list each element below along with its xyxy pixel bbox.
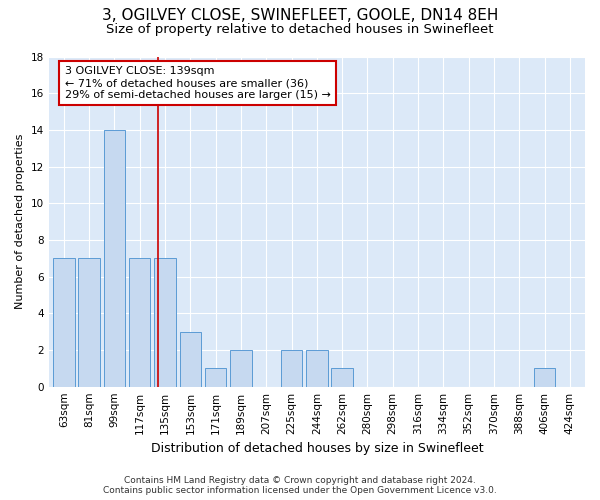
X-axis label: Distribution of detached houses by size in Swinefleet: Distribution of detached houses by size … (151, 442, 483, 455)
Bar (230, 350, 251, 387)
Y-axis label: Number of detached properties: Number of detached properties (15, 134, 25, 310)
Bar (534, 368, 555, 386)
Bar (129, 258, 151, 386)
Bar (53, 258, 74, 386)
Bar (281, 350, 302, 387)
Bar (154, 258, 176, 386)
Bar (79, 258, 100, 386)
Bar (306, 350, 328, 387)
Text: 3 OGILVEY CLOSE: 139sqm
← 71% of detached houses are smaller (36)
29% of semi-de: 3 OGILVEY CLOSE: 139sqm ← 71% of detache… (65, 66, 331, 100)
Bar (104, 130, 125, 386)
Text: Contains HM Land Registry data © Crown copyright and database right 2024.
Contai: Contains HM Land Registry data © Crown c… (103, 476, 497, 495)
Bar (179, 332, 201, 386)
Bar (205, 368, 226, 386)
Text: 3, OGILVEY CLOSE, SWINEFLEET, GOOLE, DN14 8EH: 3, OGILVEY CLOSE, SWINEFLEET, GOOLE, DN1… (102, 8, 498, 22)
Bar (331, 368, 353, 386)
Text: Size of property relative to detached houses in Swinefleet: Size of property relative to detached ho… (106, 22, 494, 36)
